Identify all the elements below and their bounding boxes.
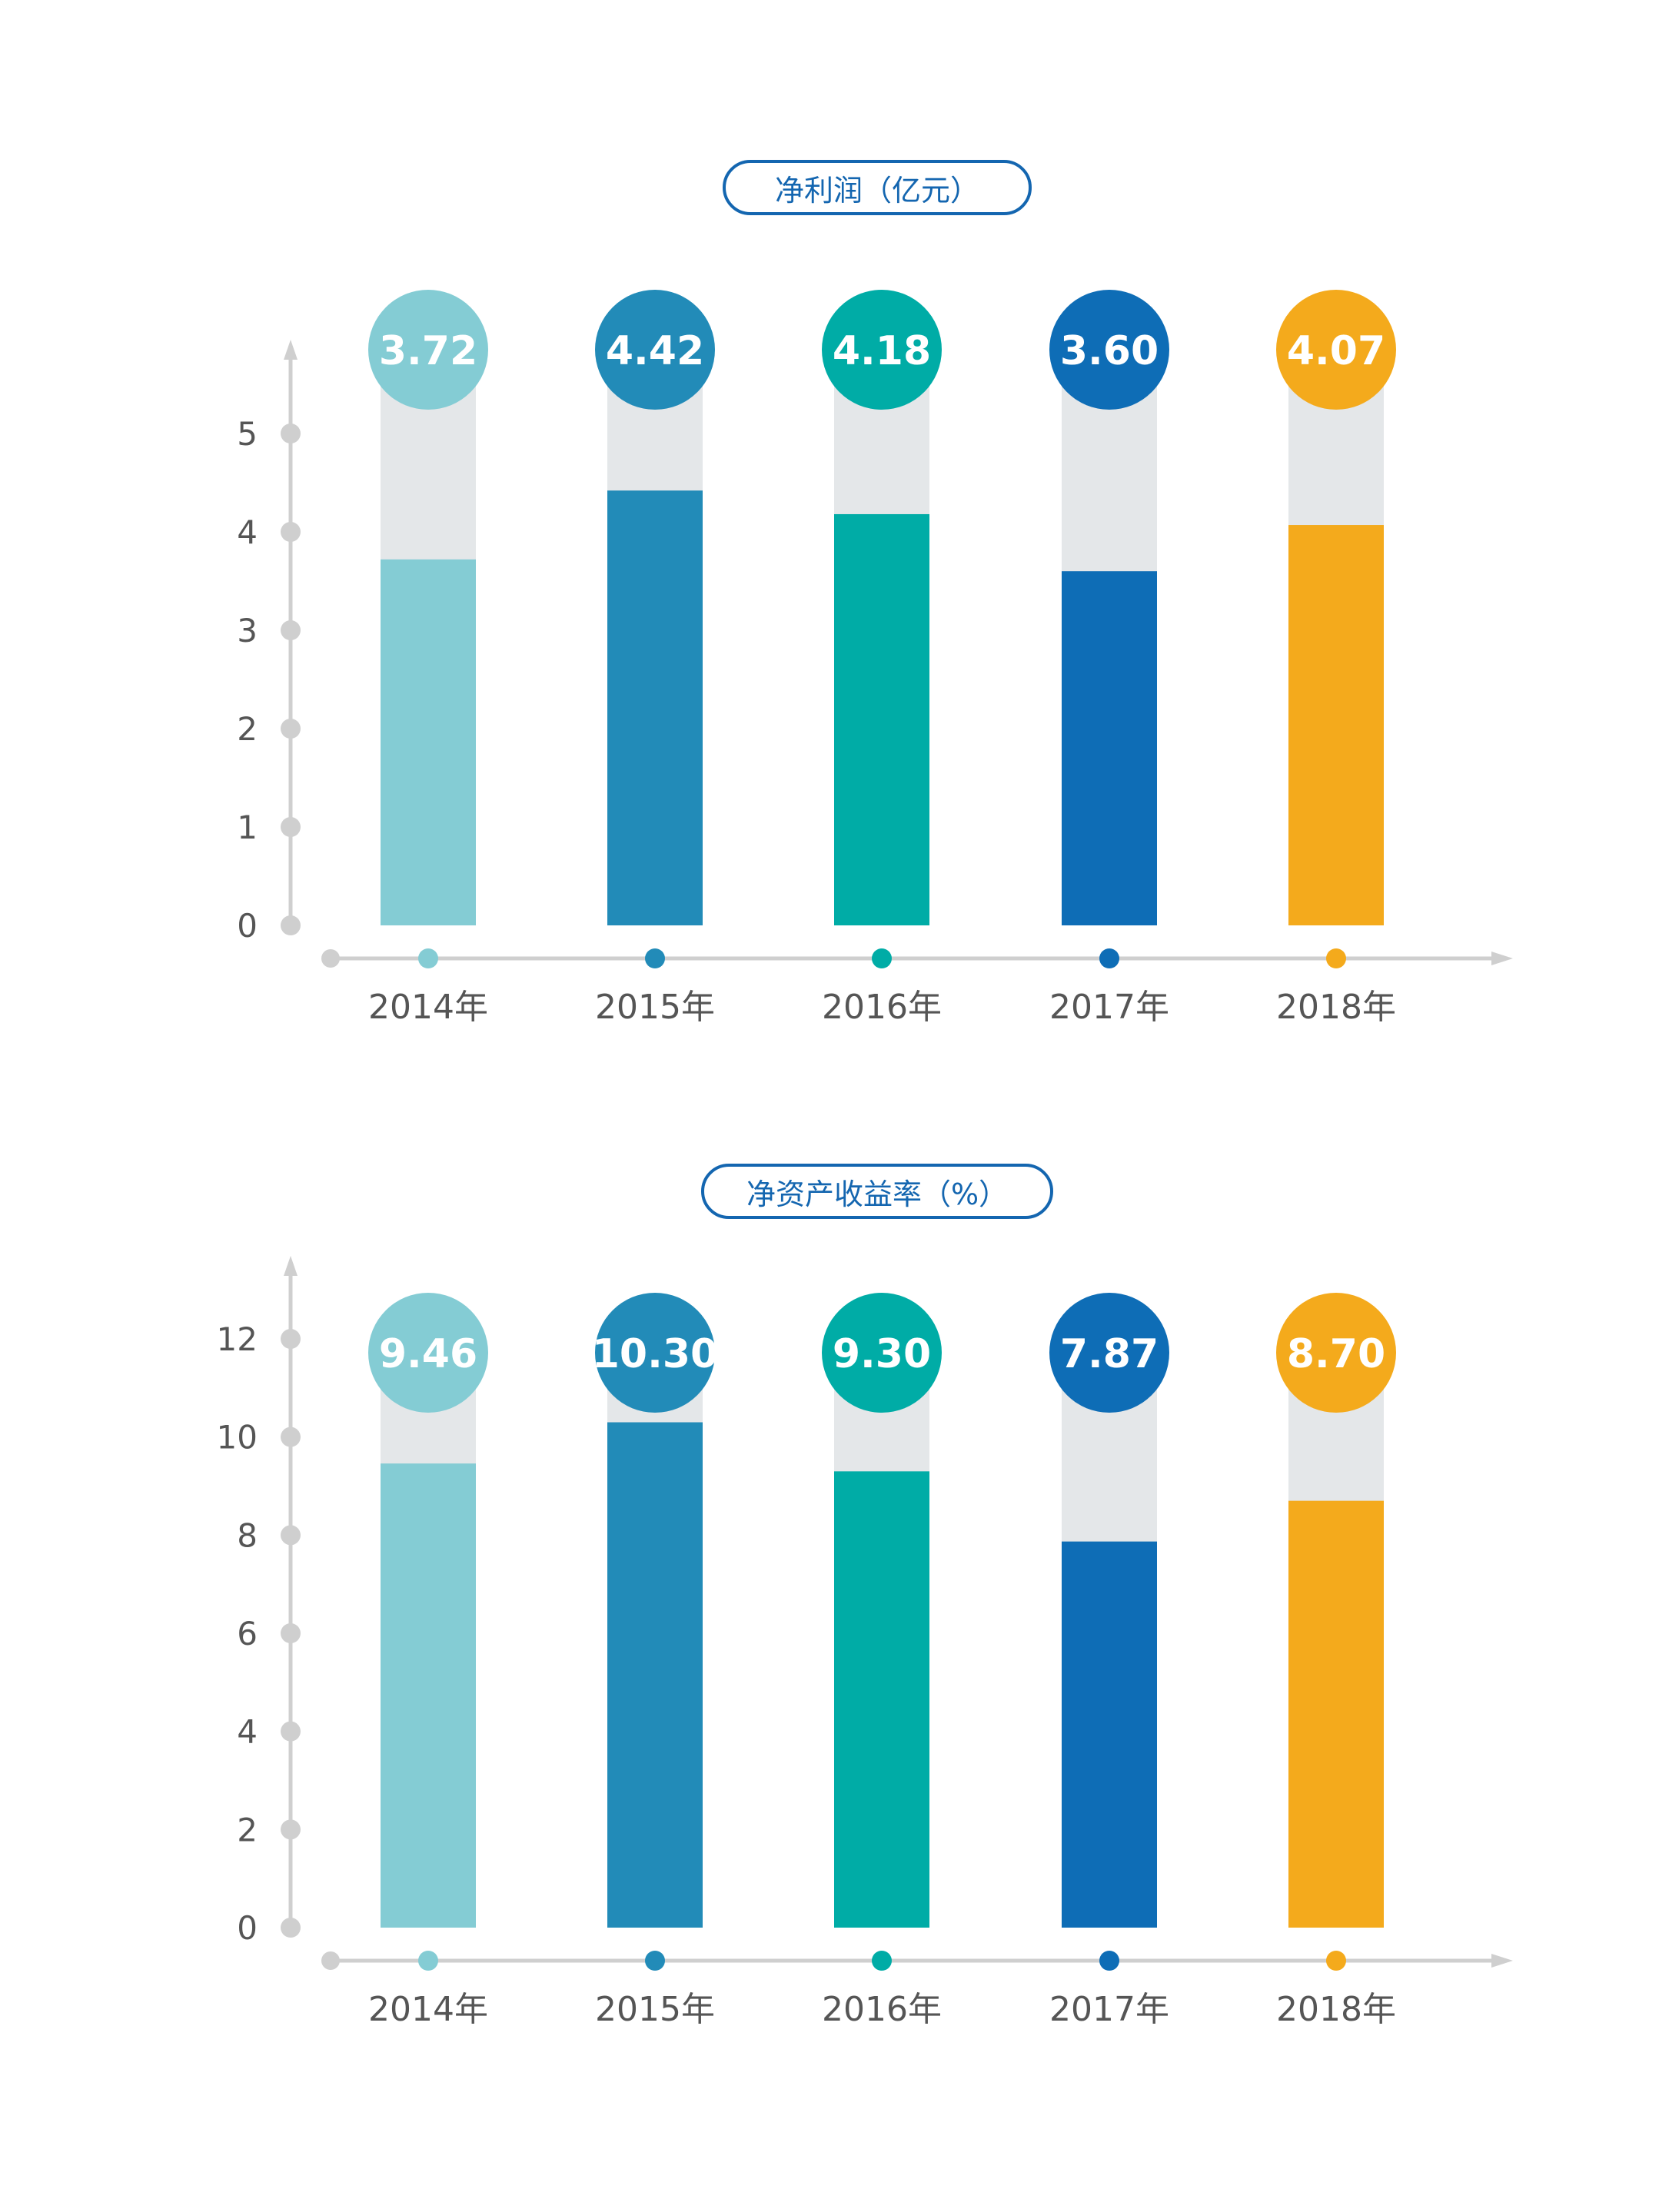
value-circle [822, 1293, 942, 1413]
y-axis-arrow [284, 1256, 298, 1276]
value-circle [368, 1293, 488, 1413]
x-tick-label: 2017年 [1049, 988, 1169, 1027]
bar [607, 1422, 703, 1928]
x-axis-origin-dot [321, 949, 340, 968]
bar [381, 1463, 476, 1928]
y-tick-label: 4 [237, 513, 258, 551]
value-circle [1276, 1293, 1396, 1413]
value-circle [595, 1293, 715, 1413]
y-tick-dot [281, 522, 301, 542]
bar [1062, 571, 1157, 925]
value-label: 3.60 [1060, 328, 1159, 374]
x-tick-label: 2016年 [822, 1990, 942, 2029]
value-label: 7.87 [1060, 1331, 1159, 1377]
bar [834, 513, 929, 925]
y-tick-label: 8 [237, 1516, 258, 1554]
x-tick-label: 2018年 [1276, 1990, 1396, 2029]
y-tick-label: 0 [237, 1909, 258, 1947]
y-tick-dot [281, 620, 301, 640]
x-tick-dot [1326, 948, 1346, 968]
x-tick-dot [872, 948, 892, 968]
x-tick-label: 2015年 [595, 988, 715, 1027]
y-tick-dot [281, 1525, 301, 1546]
value-circle [1049, 290, 1169, 410]
y-tick-label: 6 [237, 1615, 258, 1652]
y-tick-dot [281, 1329, 301, 1349]
value-circle [822, 290, 942, 410]
x-tick-dot [1326, 1951, 1346, 1971]
x-tick-label: 2014年 [368, 1990, 488, 2029]
value-label: 4.42 [606, 328, 704, 374]
value-label: 10.30 [592, 1331, 718, 1377]
y-tick-label: 10 [217, 1419, 258, 1456]
bar [1288, 525, 1384, 925]
x-axis-arrow [1491, 1954, 1513, 1968]
y-tick-dot [281, 1918, 301, 1938]
y-tick-label: 1 [237, 809, 258, 846]
value-circle [595, 290, 715, 410]
y-tick-label: 4 [237, 1713, 258, 1751]
bar [607, 490, 703, 925]
x-tick-dot [645, 1951, 665, 1971]
net-profit-chart: 净利润（亿元） 0 1 2 3 4 5 3.72 2014年 4.42 2015年 4.18 2016… [0, 0, 1659, 1076]
x-tick-dot [418, 1951, 438, 1971]
x-axis-arrow [1491, 952, 1513, 965]
net-profit-plot: 0 1 2 3 4 5 3.72 2014年 4.42 2015年 4.18 2016年 3.60 201… [237, 290, 1513, 1027]
x-tick-dot [418, 948, 438, 968]
x-tick-dot [1099, 1951, 1119, 1971]
value-circle [1276, 290, 1396, 410]
x-tick-label: 2015年 [595, 1990, 715, 2029]
x-axis-origin-dot [321, 1951, 340, 1970]
y-axis-arrow [284, 340, 298, 360]
y-tick-dot [281, 915, 301, 935]
chart-title: 净利润（亿元） [723, 160, 1032, 215]
value-label: 4.07 [1287, 328, 1385, 374]
bar [834, 1471, 929, 1928]
x-tick-dot [645, 948, 665, 968]
x-tick-label: 2018年 [1276, 988, 1396, 1027]
x-tick-label: 2017年 [1049, 1990, 1169, 2029]
y-tick-label: 5 [237, 415, 258, 453]
x-tick-label: 2014年 [368, 988, 488, 1027]
y-tick-dot [281, 423, 301, 443]
x-tick-label: 2016年 [822, 988, 942, 1027]
value-label: 4.18 [833, 328, 931, 374]
y-tick-dot [281, 817, 301, 837]
y-tick-label: 0 [237, 907, 258, 945]
bar [1062, 1541, 1157, 1928]
y-tick-dot [281, 1721, 301, 1742]
y-tick-label: 12 [217, 1320, 258, 1358]
y-tick-dot [281, 719, 301, 739]
chart-title: 净资产收益率（%） [701, 1164, 1053, 1219]
y-tick-label: 2 [237, 710, 258, 748]
y-tick-dot [281, 1427, 301, 1447]
y-tick-label: 3 [237, 612, 258, 649]
y-tick-dot [281, 1819, 301, 1840]
value-label: 8.70 [1287, 1331, 1385, 1377]
value-label: 3.72 [379, 328, 477, 374]
x-tick-dot [1099, 948, 1119, 968]
y-tick-dot [281, 1623, 301, 1643]
y-tick-label: 2 [237, 1811, 258, 1848]
bar [1288, 1500, 1384, 1928]
value-label: 9.46 [379, 1331, 477, 1377]
value-circle [1049, 1293, 1169, 1413]
value-circle [368, 290, 488, 410]
x-tick-dot [872, 1951, 892, 1971]
bar [381, 559, 476, 925]
value-label: 9.30 [833, 1331, 931, 1377]
